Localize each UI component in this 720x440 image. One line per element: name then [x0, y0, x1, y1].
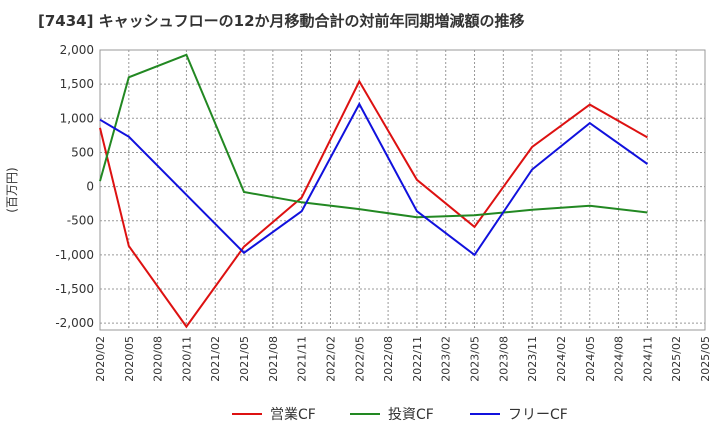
- x-tick-label: 2022/02: [324, 336, 337, 382]
- x-tick-label: 2025/02: [670, 336, 683, 382]
- x-tick-label: 2021/08: [267, 336, 280, 382]
- x-tick-label: 2021/02: [209, 336, 222, 382]
- x-tick-label: 2023/05: [469, 336, 482, 382]
- legend-label-1: 営業CF: [270, 407, 316, 423]
- x-tick-label: 2022/11: [411, 336, 424, 382]
- y-axis-label: (百万円): [5, 167, 19, 212]
- x-tick-label: 2024/08: [613, 336, 626, 382]
- x-tick-label: 2025/05: [699, 336, 712, 382]
- x-tick-label: 2024/05: [584, 336, 597, 382]
- plot-area: [99, 49, 706, 331]
- series-line-1: [99, 79, 648, 329]
- y-tick-label: 500: [71, 145, 94, 159]
- x-tick-label: 2021/11: [296, 336, 309, 382]
- y-tick-label: -1,500: [55, 282, 94, 296]
- x-tick-label: 2023/08: [497, 336, 510, 382]
- y-tick-label: -1,000: [55, 248, 94, 262]
- x-tick-label: 2023/02: [440, 336, 453, 382]
- legend-label-2: 投資CF: [388, 407, 434, 423]
- y-tick-label: 2,000: [60, 43, 94, 57]
- x-tick-label: 2024/02: [555, 336, 568, 382]
- series-line-3: [99, 101, 648, 257]
- x-tick-label: 2021/05: [238, 336, 251, 382]
- x-tick-label: 2023/11: [526, 336, 539, 382]
- x-tick-label: 2020/05: [123, 336, 136, 382]
- chart-title: [7434] キャッシュフローの12か月移動合計の対前年同期増減額の推移: [38, 12, 525, 30]
- series-line-2: [99, 53, 648, 219]
- y-tick-label: -500: [67, 214, 94, 228]
- y-tick-label: 1,500: [60, 77, 94, 91]
- x-tick-label: 2022/05: [353, 336, 366, 382]
- y-tick-label: 0: [86, 180, 94, 194]
- y-tick-label: -2,000: [55, 316, 94, 330]
- x-tick-label: 2022/08: [382, 336, 395, 382]
- x-tick-label: 2020/08: [152, 336, 165, 382]
- legend-label-3: フリーCF: [508, 407, 568, 423]
- x-tick-label: 2024/11: [641, 336, 654, 382]
- y-tick-label: 1,000: [60, 111, 94, 125]
- x-tick-label: 2020/11: [180, 336, 193, 382]
- x-tick-label: 2020/02: [94, 336, 107, 382]
